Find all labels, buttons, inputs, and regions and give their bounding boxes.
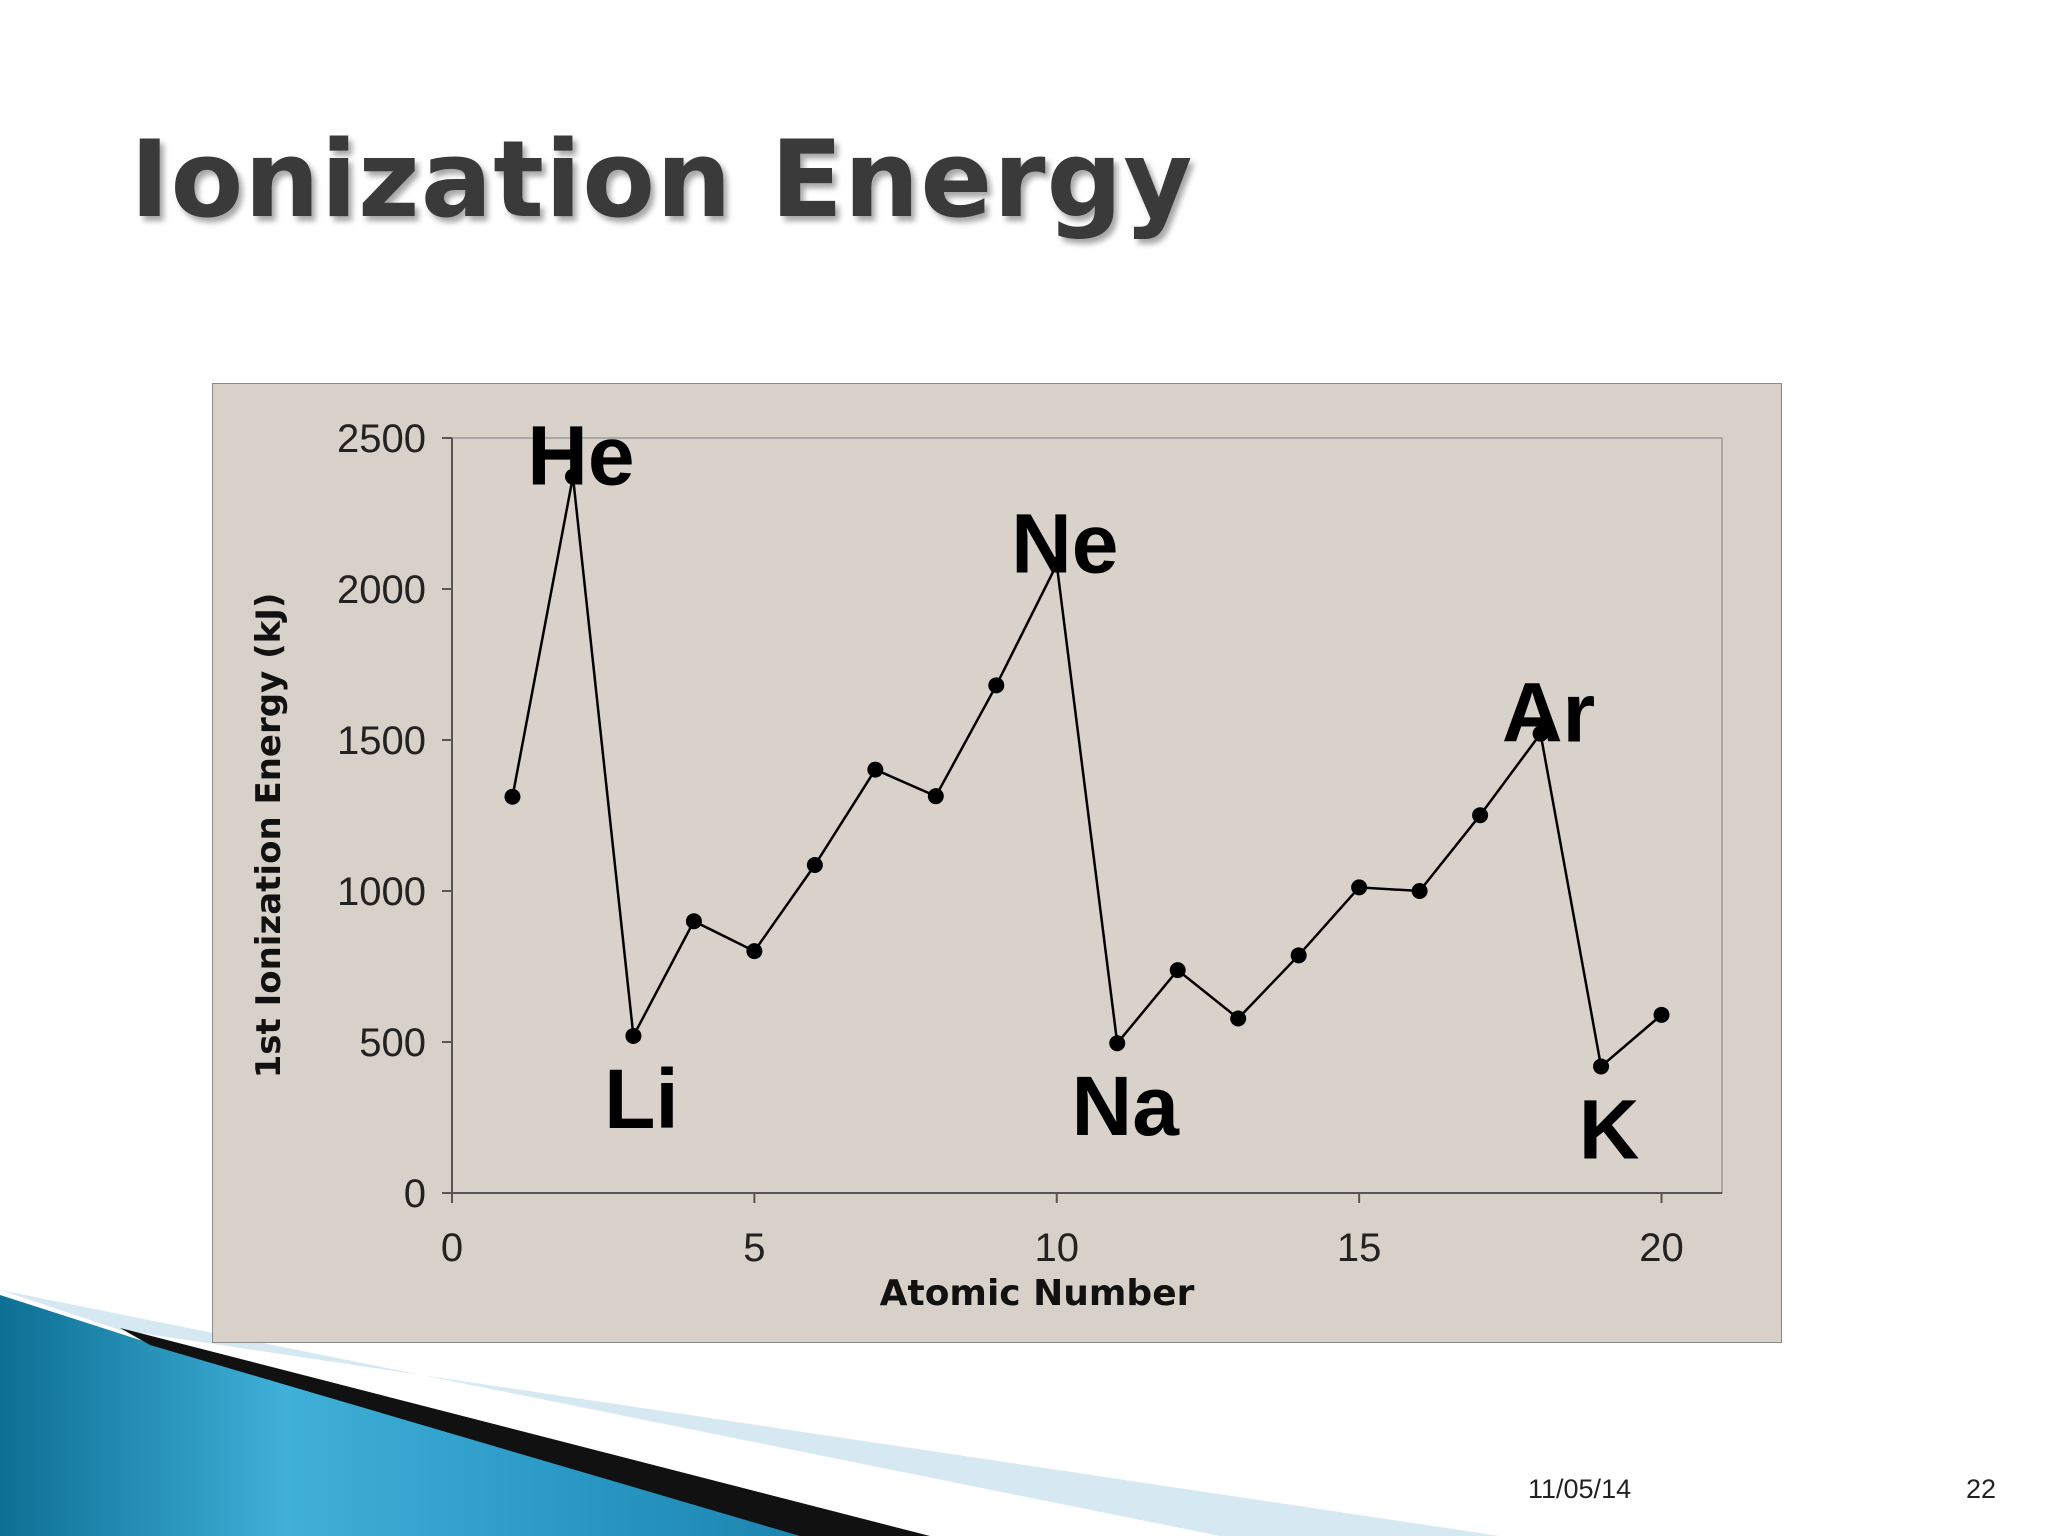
- y-tick-label: 1000: [337, 870, 426, 914]
- swoosh-blue-band: [0, 1295, 820, 1536]
- chart-container: 0 500 1000 1500 2000 2500 0 5 10 15 20 He Li Ne Na Ar K…: [212, 383, 1782, 1343]
- x-axis-label: Atomic Number: [880, 1273, 1195, 1314]
- data-point: [1290, 947, 1307, 964]
- data-point: [988, 677, 1005, 694]
- swoosh-dark-band: [120, 1328, 930, 1536]
- data-point: [1653, 1006, 1670, 1023]
- x-tick-label: 10: [1035, 1226, 1080, 1270]
- y-tick-label: 1500: [337, 719, 426, 763]
- y-tick-label: 500: [359, 1021, 426, 1065]
- slide-title: Ionization Energy: [130, 118, 1194, 241]
- series-layer: [504, 468, 1670, 1075]
- y-tick-label: 0: [404, 1172, 426, 1216]
- data-point: [746, 943, 763, 960]
- element-label: Ar: [1502, 666, 1595, 760]
- element-label: Na: [1072, 1059, 1181, 1153]
- y-tick-label: 2000: [337, 568, 426, 612]
- x-tick-label: 15: [1337, 1226, 1382, 1270]
- element-label: Ne: [1011, 497, 1118, 591]
- data-point: [1593, 1058, 1610, 1075]
- data-point: [927, 788, 944, 805]
- slide-date: 11/05/14: [1528, 1474, 1632, 1504]
- axes: 0 500 1000 1500 2000 2500 0 5 10 15 20: [337, 417, 1722, 1270]
- element-label: K: [1579, 1082, 1640, 1176]
- x-tick-label: 5: [743, 1226, 765, 1270]
- data-point: [685, 913, 702, 930]
- data-point: [1411, 883, 1428, 899]
- plot-area: [451, 437, 1723, 1194]
- ionization-energy-chart: 0 500 1000 1500 2000 2500 0 5 10 15 20 He Li Ne Na Ar K…: [212, 383, 1782, 1343]
- y-tick-label: 2500: [337, 417, 426, 461]
- element-label: Li: [604, 1052, 679, 1146]
- data-point: [564, 468, 581, 485]
- data-point: [1048, 556, 1065, 573]
- slide-page-number: 22: [1966, 1474, 1997, 1504]
- series-line: [511, 476, 1663, 1069]
- data-point: [1230, 1010, 1247, 1027]
- x-tick-label: 20: [1639, 1226, 1684, 1270]
- data-point: [806, 857, 823, 874]
- data-point: [867, 761, 884, 778]
- data-point: [1351, 879, 1368, 896]
- data-point: [504, 788, 521, 805]
- labels-layer: He Li Ne Na Ar K: [527, 409, 1639, 1177]
- element-label: He: [527, 409, 634, 503]
- data-point: [1169, 962, 1186, 979]
- data-point: [1472, 807, 1489, 824]
- data-point: [625, 1027, 642, 1044]
- data-point: [1532, 725, 1549, 742]
- data-point: [1109, 1035, 1126, 1052]
- y-axis-label: 1st Ionization Energy (kJ): [249, 593, 289, 1079]
- x-tick-label: 0: [441, 1226, 463, 1270]
